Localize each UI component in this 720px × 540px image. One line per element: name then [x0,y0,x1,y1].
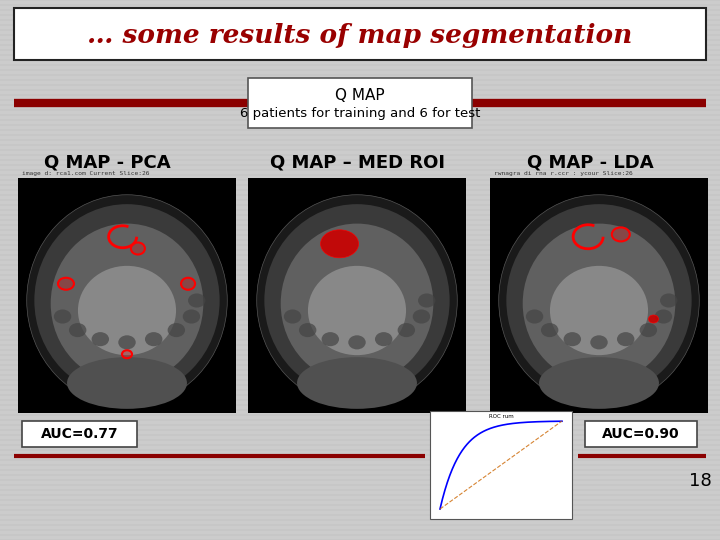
Text: AUC=0.77: AUC=0.77 [41,427,119,441]
Ellipse shape [418,293,436,308]
Ellipse shape [523,224,675,383]
Ellipse shape [297,357,417,409]
Ellipse shape [617,332,634,346]
Ellipse shape [397,323,415,337]
Ellipse shape [145,332,163,346]
Ellipse shape [649,315,659,323]
FancyBboxPatch shape [14,8,706,60]
Text: Q MAP: Q MAP [336,87,384,103]
Text: ROC rum: ROC rum [489,414,513,419]
Ellipse shape [654,309,672,323]
Text: Q MAP - LDA: Q MAP - LDA [527,153,653,171]
Ellipse shape [27,195,228,406]
Ellipse shape [348,335,366,349]
Ellipse shape [281,224,433,383]
Ellipse shape [168,323,185,337]
Ellipse shape [612,227,630,241]
Text: … some results of map segmentation: … some results of map segmentation [87,24,633,49]
Ellipse shape [54,309,71,323]
Ellipse shape [181,278,195,290]
Ellipse shape [526,309,544,323]
FancyBboxPatch shape [22,421,137,447]
Ellipse shape [413,309,430,323]
Ellipse shape [78,266,176,355]
Ellipse shape [131,242,145,254]
FancyBboxPatch shape [430,411,572,519]
Ellipse shape [550,266,648,355]
Ellipse shape [322,332,339,346]
Ellipse shape [299,323,316,337]
FancyBboxPatch shape [585,421,697,447]
FancyBboxPatch shape [248,78,472,128]
Ellipse shape [590,335,608,349]
Ellipse shape [91,332,109,346]
Ellipse shape [264,204,450,397]
Text: Q MAP – MED ROI: Q MAP – MED ROI [269,153,444,171]
Ellipse shape [506,204,692,397]
Ellipse shape [67,357,187,409]
Text: 6 patients for training and 6 for test: 6 patients for training and 6 for test [240,107,480,120]
Text: AUC=0.90: AUC=0.90 [602,427,680,441]
Ellipse shape [58,278,74,290]
Ellipse shape [541,323,559,337]
Text: rwnagra di rna r.ccr : ycour Slice:26: rwnagra di rna r.ccr : ycour Slice:26 [494,171,633,176]
Text: image d: rca1.com Current Slice:26: image d: rca1.com Current Slice:26 [22,171,150,176]
Ellipse shape [284,309,301,323]
Ellipse shape [660,293,678,308]
Ellipse shape [118,335,136,349]
Text: Q MAP - PCA: Q MAP - PCA [44,153,171,171]
Text: 18: 18 [688,472,711,490]
Ellipse shape [122,350,132,358]
FancyBboxPatch shape [18,178,236,413]
Ellipse shape [35,204,220,397]
Ellipse shape [375,332,392,346]
Ellipse shape [539,357,659,409]
Ellipse shape [183,309,200,323]
Ellipse shape [639,323,657,337]
Ellipse shape [308,266,406,355]
FancyBboxPatch shape [490,178,708,413]
Ellipse shape [188,293,205,308]
Ellipse shape [257,195,457,406]
FancyBboxPatch shape [248,178,466,413]
Ellipse shape [564,332,581,346]
Ellipse shape [320,230,359,258]
Ellipse shape [499,195,699,406]
Ellipse shape [50,224,203,383]
Ellipse shape [69,323,86,337]
